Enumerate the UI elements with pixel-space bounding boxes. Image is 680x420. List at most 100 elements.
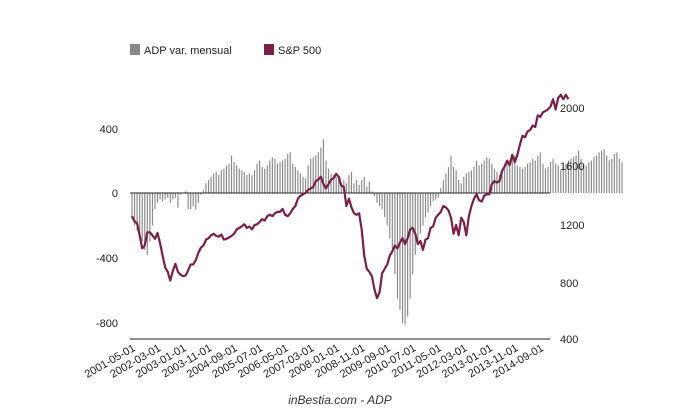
adp-bar: [282, 160, 284, 193]
adp-bar: [195, 193, 197, 210]
adp-bar: [516, 165, 518, 194]
adp-bar: [225, 165, 228, 194]
adp-bar: [246, 175, 248, 194]
legend-swatch-sp500: [264, 44, 274, 55]
adp-bar: [537, 155, 539, 194]
right-tick-label: 2000: [560, 103, 584, 115]
adp-bar: [333, 175, 335, 194]
adp-bar: [358, 184, 360, 194]
adp-bar: [248, 173, 250, 193]
adp-bar: [422, 193, 424, 226]
adp-bar: [348, 175, 350, 194]
adp-bar: [442, 180, 444, 193]
adp-bar: [373, 193, 376, 197]
left-tick-label: -400: [96, 253, 118, 265]
adp-bar: [440, 188, 442, 194]
adp-bar: [432, 193, 434, 202]
adp-bar: [340, 183, 342, 193]
adp-bar: [521, 168, 524, 194]
adp-bar: [578, 150, 580, 193]
adp-bar: [486, 157, 488, 193]
adp-bar: [570, 158, 572, 194]
adp-bar: [131, 193, 133, 219]
adp-bars: [131, 139, 623, 325]
adp-bar: [384, 193, 386, 218]
legend: ADP var. mensual S&P 500: [130, 44, 321, 57]
adp-bar: [269, 160, 271, 193]
adp-bar: [427, 193, 429, 213]
adp-bar: [534, 160, 536, 193]
adp-bar: [187, 193, 189, 210]
adp-bar: [230, 155, 233, 194]
adp-bar: [327, 168, 330, 194]
adp-bar: [453, 167, 455, 193]
adp-bar: [299, 173, 302, 193]
adp-bar: [468, 171, 470, 194]
adp-bar: [228, 163, 230, 193]
adp-bar: [580, 158, 582, 194]
adp-bar: [475, 160, 478, 193]
chart-credit: inBestia.com - ADP: [288, 393, 392, 407]
adp-bar: [450, 155, 452, 194]
adp-bar: [478, 165, 480, 194]
adp-bar: [447, 167, 450, 193]
adp-bar: [236, 165, 238, 194]
adp-bar: [504, 163, 506, 193]
adp-bar: [435, 193, 437, 200]
adp-bar: [190, 193, 192, 210]
left-axis: 400 0 -400 -800: [96, 124, 118, 330]
adp-bar: [146, 193, 148, 255]
adp-bar: [271, 157, 273, 193]
adp-bar: [458, 180, 460, 193]
adp-bar: [238, 168, 240, 194]
adp-bar: [174, 193, 176, 198]
adp-bar: [276, 163, 279, 193]
adp-bar: [552, 158, 554, 194]
adp-bar: [289, 152, 291, 194]
adp-bar: [220, 170, 222, 193]
adp-bar: [172, 193, 174, 200]
adp-bar: [389, 193, 391, 239]
adp-bar: [376, 193, 378, 203]
adp-bar: [294, 167, 296, 193]
adp-bar: [412, 193, 414, 275]
adp-bar: [154, 193, 156, 210]
adp-bar: [409, 193, 411, 299]
adp-bar: [542, 163, 544, 193]
adp-bar: [463, 176, 465, 193]
right-tick-label: 1600: [560, 161, 584, 173]
adp-bar: [144, 193, 146, 250]
adp-bar: [539, 152, 541, 194]
adp-bar: [253, 170, 256, 193]
adp-bar: [139, 193, 141, 236]
adp-bar: [164, 193, 166, 200]
adp-bar: [162, 193, 164, 202]
adp-bar: [519, 167, 521, 193]
adp-bar: [488, 158, 490, 194]
adp-bar: [501, 170, 503, 193]
adp-bar: [572, 157, 575, 193]
adp-bar: [555, 163, 557, 193]
adp-bar: [618, 158, 621, 194]
adp-bar: [307, 165, 309, 194]
adp-bar: [437, 193, 439, 198]
adp-bar: [547, 167, 549, 193]
adp-bar: [264, 168, 266, 194]
adp-bar: [297, 170, 299, 193]
adp-bar: [279, 162, 281, 194]
adp-bar: [511, 157, 513, 193]
adp-bar: [590, 160, 592, 193]
adp-bar: [338, 178, 340, 194]
legend-swatch-adp: [130, 44, 140, 55]
adp-bar: [595, 155, 598, 194]
adp-bar: [361, 180, 363, 193]
legend-label-adp: ADP var. mensual: [144, 45, 232, 57]
adp-bar: [325, 160, 327, 193]
adp-bar: [371, 191, 373, 194]
adp-bar: [611, 158, 613, 194]
adp-bar: [401, 193, 404, 323]
adp-bar: [483, 160, 485, 193]
adp-bar: [544, 168, 547, 194]
adp-bar: [320, 147, 322, 193]
adp-bar: [565, 163, 567, 193]
